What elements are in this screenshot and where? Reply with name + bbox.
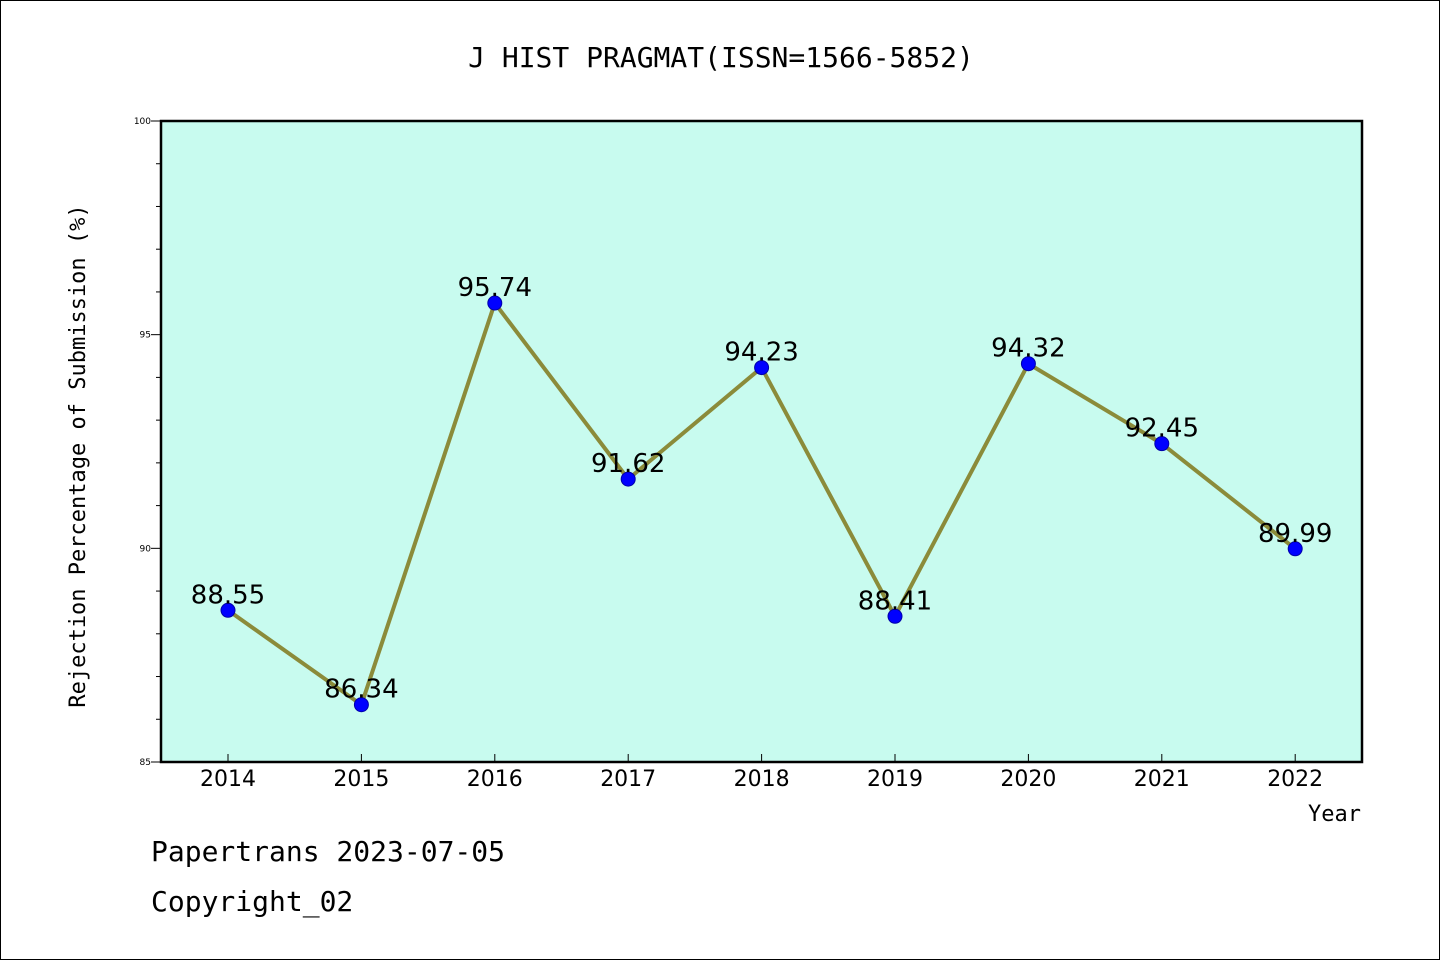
- data-point: [1154, 436, 1170, 452]
- x-axis-title: Year: [1308, 802, 1361, 827]
- y-axis: 85 90 95 100: [134, 117, 161, 768]
- data-label: 92.45: [1125, 414, 1199, 444]
- data-point: [1287, 541, 1303, 557]
- x-tick-label: 2018: [734, 767, 790, 792]
- x-tick-label: 2022: [1267, 767, 1323, 792]
- data-point: [754, 360, 770, 376]
- data-label: 88.41: [858, 586, 932, 616]
- data-point: [353, 697, 369, 713]
- plot-border: [159, 119, 1364, 764]
- y-tick-label: 100: [134, 117, 151, 127]
- data-point: [220, 602, 236, 618]
- x-tick-label: 2017: [600, 767, 656, 792]
- data-point: [1020, 356, 1036, 372]
- data-label: 94.23: [724, 338, 798, 368]
- x-tick-label: 2015: [333, 767, 389, 792]
- x-tick-label: 2020: [1000, 767, 1056, 792]
- data-label: 95.74: [458, 273, 532, 303]
- y-tick-label: 85: [140, 758, 151, 768]
- data-label: 91.62: [591, 449, 665, 479]
- x-axis: 2014 2015 2016 2017 2018 2019 2020 2021 2022: [200, 754, 1323, 792]
- x-tick-label: 2019: [867, 767, 923, 792]
- data-point: [620, 471, 636, 487]
- x-tick-label: 2016: [467, 767, 523, 792]
- y-axis-title: Rejection Percentage of Submission (%): [66, 204, 91, 707]
- y-tick-label: 95: [140, 331, 151, 341]
- footer-copyright-line: Copyright_02: [151, 885, 354, 918]
- y-tick-label: 90: [140, 544, 152, 554]
- x-tick-label: 2021: [1134, 767, 1190, 792]
- x-tick-label: 2014: [200, 767, 256, 792]
- footer-date-line: Papertrans 2023-07-05: [151, 835, 506, 868]
- data-label: 94.32: [991, 334, 1065, 364]
- data-points: [220, 295, 1303, 713]
- data-labels: 88.55 86.34 95.74 91.62 94.23 88.41 94.32 92.45…: [191, 273, 1333, 705]
- data-point: [487, 295, 503, 311]
- chart-title: J HIST PRAGMAT(ISSN=1566-5852): [468, 41, 974, 74]
- data-point: [887, 608, 903, 624]
- data-label: 86.34: [324, 675, 398, 705]
- data-label: 89.99: [1258, 519, 1332, 549]
- data-label: 88.55: [191, 580, 265, 610]
